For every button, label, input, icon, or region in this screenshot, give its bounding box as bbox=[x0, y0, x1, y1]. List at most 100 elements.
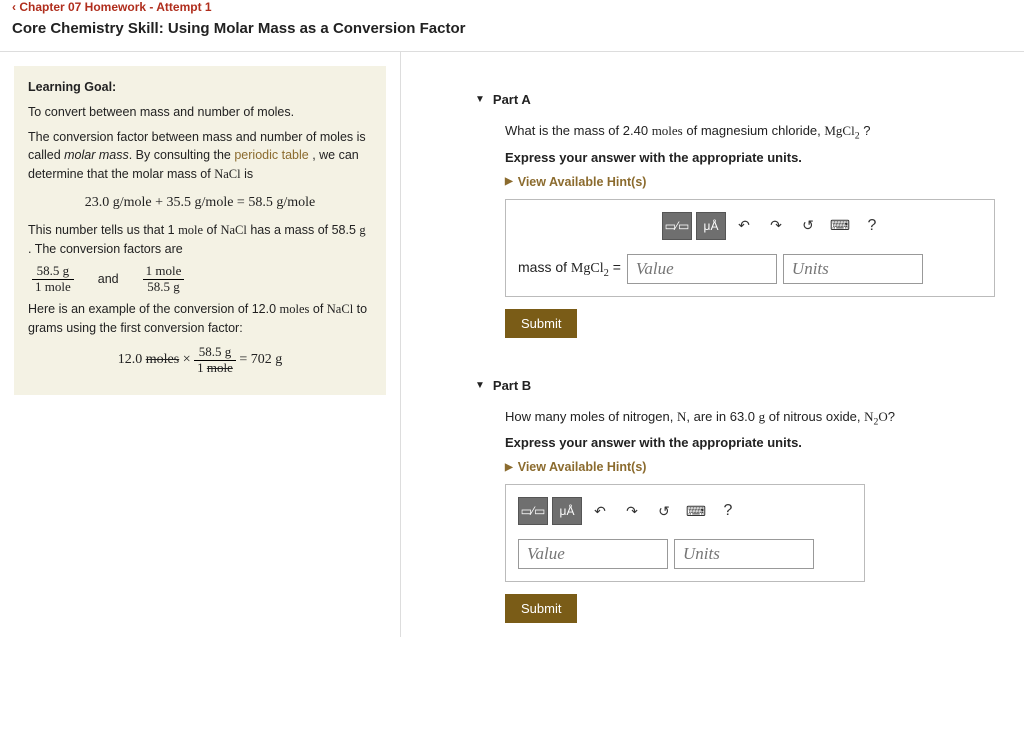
units-button[interactable]: μÅ bbox=[696, 212, 726, 240]
undo-button[interactable]: ↶ bbox=[586, 498, 614, 524]
formula: MgCl2 bbox=[824, 123, 859, 138]
n: N bbox=[677, 409, 686, 424]
text: What is the mass of 2.40 bbox=[505, 123, 652, 138]
redo-button[interactable]: ↷ bbox=[762, 213, 790, 239]
part-b-hints[interactable]: ▶ View Available Hint(s) bbox=[505, 460, 1010, 474]
part-b-answer-box: ▭⁄▭ μÅ ↶ ↷ ↺ ⌨ ? bbox=[505, 484, 865, 582]
moles: moles bbox=[280, 302, 310, 316]
units-input[interactable] bbox=[783, 254, 923, 284]
text: . By consulting the bbox=[129, 148, 235, 162]
help-button[interactable]: ? bbox=[714, 498, 742, 524]
keyboard-button[interactable]: ⌨ bbox=[682, 498, 710, 524]
value-input[interactable] bbox=[627, 254, 777, 284]
part-b-instruction: Express your answer with the appropriate… bbox=[505, 435, 1010, 450]
part-b-input-row bbox=[518, 539, 852, 569]
learning-goal-box: Learning Goal: To convert between mass a… bbox=[14, 66, 386, 395]
goal-para3: Here is an example of the conversion of … bbox=[28, 300, 372, 338]
learning-goal-heading: Learning Goal: bbox=[28, 80, 116, 94]
reset-button[interactable]: ↺ bbox=[794, 213, 822, 239]
numerator: 58.5 g bbox=[194, 345, 236, 360]
text: has a mass of 58.5 bbox=[247, 223, 360, 237]
fraction-row: 58.5 g 1 mole and 1 mole 58.5 g bbox=[28, 264, 372, 294]
goal-para1: The conversion factor between mass and n… bbox=[28, 128, 372, 184]
submit-button[interactable]: Submit bbox=[505, 594, 577, 623]
main-layout: Learning Goal: To convert between mass a… bbox=[0, 52, 1024, 637]
part-a-instruction: Express your answer with the appropriate… bbox=[505, 150, 1010, 165]
nacl: NaCl bbox=[220, 223, 246, 237]
text: ? bbox=[860, 123, 871, 138]
submit-button[interactable]: Submit bbox=[505, 309, 577, 338]
text: ? bbox=[888, 409, 895, 424]
value-input[interactable] bbox=[518, 539, 668, 569]
fraction-2: 1 mole 58.5 g bbox=[143, 264, 185, 294]
left-column: Learning Goal: To convert between mass a… bbox=[0, 52, 400, 637]
part-a-body: What is the mass of 2.40 moles of magnes… bbox=[415, 123, 1010, 338]
goal-line1: To convert between mass and number of mo… bbox=[28, 103, 372, 122]
text: 12.0 bbox=[118, 352, 146, 367]
templates-button[interactable]: ▭⁄▭ bbox=[518, 497, 548, 525]
units-button[interactable]: μÅ bbox=[552, 497, 582, 525]
part-b-header[interactable]: ▼ Part B bbox=[415, 338, 1010, 401]
toolbar: ▭⁄▭ μÅ ↶ ↷ ↺ ⌨ ? bbox=[518, 497, 852, 525]
chevron-right-icon: ▶ bbox=[505, 462, 513, 473]
part-a-title: Part A bbox=[493, 92, 531, 107]
units-input[interactable] bbox=[674, 539, 814, 569]
goal-para2: This number tells us that 1 mole of NaCl… bbox=[28, 221, 372, 259]
text: MgCl bbox=[571, 261, 604, 276]
toolbar: ▭⁄▭ μÅ ↶ ↷ ↺ ⌨ ? bbox=[518, 212, 982, 240]
redo-button[interactable]: ↷ bbox=[618, 498, 646, 524]
nacl: NaCl bbox=[327, 302, 353, 316]
text: MgCl bbox=[824, 123, 854, 138]
reset-button[interactable]: ↺ bbox=[650, 498, 678, 524]
strike-mole: mole bbox=[207, 360, 233, 375]
text: 1 bbox=[197, 360, 207, 375]
text: of nitrous oxide, bbox=[765, 409, 864, 424]
undo-button[interactable]: ↶ bbox=[730, 213, 758, 239]
templates-button[interactable]: ▭⁄▭ bbox=[662, 212, 692, 240]
fraction-1: 58.5 g 1 mole bbox=[32, 264, 74, 294]
denominator: 58.5 g bbox=[143, 280, 185, 294]
text: mass of bbox=[518, 259, 571, 275]
part-b-question: How many moles of nitrogen, N, are in 63… bbox=[505, 409, 1010, 428]
periodic-table-link[interactable]: periodic table bbox=[234, 148, 308, 162]
numerator: 58.5 g bbox=[32, 264, 74, 279]
equation-1: 23.0 g/mole + 35.5 g/mole = 58.5 g/mole bbox=[28, 192, 372, 213]
help-button[interactable]: ? bbox=[858, 213, 886, 239]
chevron-down-icon: ▼ bbox=[475, 380, 485, 391]
part-a-header[interactable]: ▼ Part A bbox=[415, 52, 1010, 115]
nacl: NaCl bbox=[214, 167, 240, 181]
text: of bbox=[309, 302, 326, 316]
part-a-hints[interactable]: ▶ View Available Hint(s) bbox=[505, 175, 1010, 189]
answer-label: mass of MgCl2 = bbox=[518, 259, 621, 279]
equation-2: 12.0 moles × 58.5 g1 mole = 702 g bbox=[28, 345, 372, 375]
strike-moles: moles bbox=[146, 352, 179, 367]
text: of bbox=[203, 223, 220, 237]
page-title: Core Chemistry Skill: Using Molar Mass a… bbox=[0, 14, 1024, 51]
formula: N2O bbox=[864, 409, 888, 424]
keyboard-button[interactable]: ⌨ bbox=[826, 213, 854, 239]
part-a-input-row: mass of MgCl2 = bbox=[518, 254, 982, 284]
and-text: and bbox=[98, 270, 119, 289]
denominator: 1 mole bbox=[32, 280, 74, 294]
text: is bbox=[241, 167, 254, 181]
formula: MgCl2 bbox=[571, 261, 609, 276]
molar-mass-em: molar mass bbox=[64, 148, 129, 162]
chevron-right-icon: ▶ bbox=[505, 176, 513, 187]
part-a-question: What is the mass of 2.40 moles of magnes… bbox=[505, 123, 1010, 142]
numerator: 1 mole bbox=[143, 264, 185, 279]
text: = bbox=[609, 259, 621, 275]
denominator: 1 mole bbox=[194, 361, 236, 375]
text: . The conversion factors are bbox=[28, 242, 183, 256]
breadcrumb[interactable]: ‹ Chapter 07 Homework - Attempt 1 bbox=[0, 0, 1024, 14]
part-b-body: How many moles of nitrogen, N, are in 63… bbox=[415, 409, 1010, 624]
text: O bbox=[878, 409, 887, 424]
text: Here is an example of the conversion of … bbox=[28, 302, 280, 316]
text: , are in 63.0 bbox=[686, 409, 758, 424]
text: N bbox=[864, 409, 873, 424]
text: of magnesium chloride, bbox=[683, 123, 825, 138]
hints-label: View Available Hint(s) bbox=[518, 175, 647, 189]
moles: moles bbox=[652, 123, 683, 138]
right-column: ▼ Part A What is the mass of 2.40 moles … bbox=[400, 52, 1024, 637]
fraction-3: 58.5 g1 mole bbox=[194, 345, 236, 375]
text: × bbox=[179, 352, 194, 367]
